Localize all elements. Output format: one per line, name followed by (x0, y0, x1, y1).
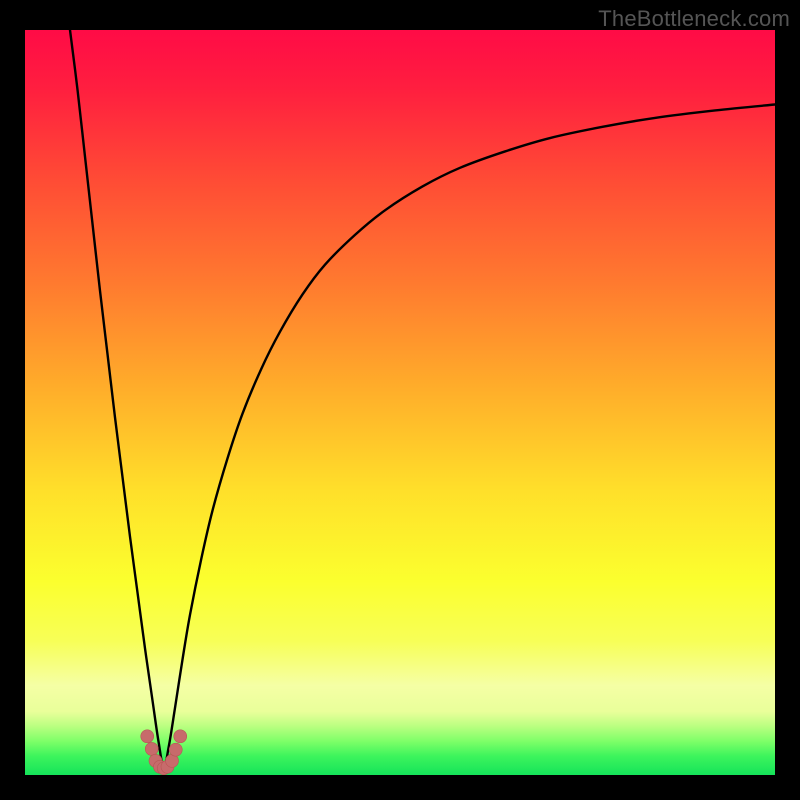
marker-dot (141, 730, 154, 743)
marker-dot (169, 743, 182, 756)
chart-svg (25, 30, 775, 775)
marker-dot (174, 730, 187, 743)
marker-dot (145, 742, 158, 755)
plot-area (25, 30, 775, 775)
chart-frame: TheBottleneck.com (0, 0, 800, 800)
gradient-background (25, 30, 775, 775)
watermark-label: TheBottleneck.com (598, 6, 790, 32)
